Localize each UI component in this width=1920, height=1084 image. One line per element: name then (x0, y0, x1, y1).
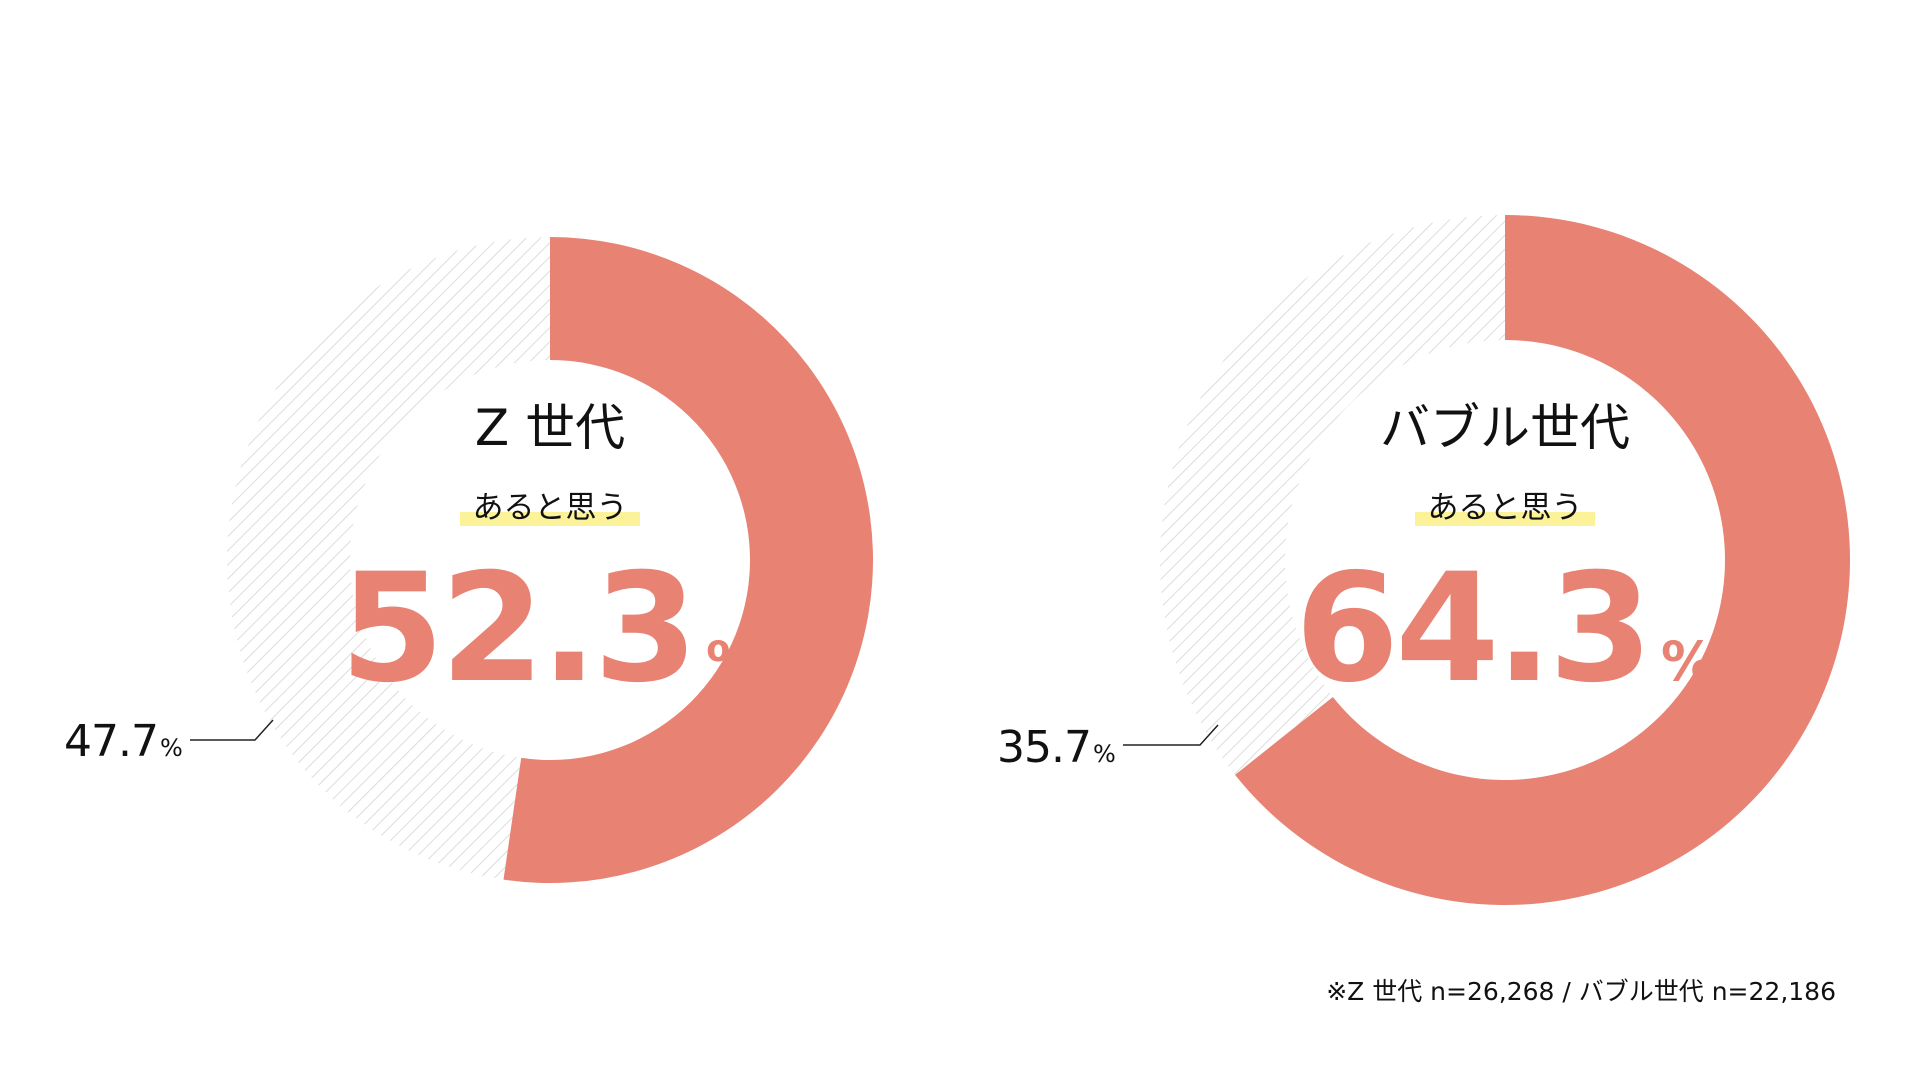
leader-line (190, 719, 274, 741)
remainder-value: 47.7 (64, 716, 158, 767)
donut-slice-remainder (1159, 215, 1505, 775)
donut-slice-main (503, 237, 874, 883)
remainder-unit: % (160, 734, 183, 762)
main-unit: % (706, 630, 760, 693)
center-label: あると思う (1428, 490, 1583, 526)
remainder-unit: % (1093, 740, 1116, 768)
donut-chart-z-generation: Z 世代 あると思う 52.3% 47.7% (64, 237, 874, 883)
main-percentage: 52.3% (340, 542, 760, 716)
main-unit: % (1661, 630, 1715, 693)
main-value: 52.3 (340, 542, 694, 716)
center-title: Z 世代 (475, 399, 625, 457)
main-value: 64.3 (1295, 542, 1649, 716)
center-title: バブル世代 (1380, 399, 1630, 457)
donut-chart-bubble-generation: バブル世代 あると思う 64.3% 35.7% (997, 215, 1851, 905)
sample-size-footnote: ※Z 世代 n=26,268 / バブル世代 n=22,186 (1326, 977, 1836, 1006)
label-highlight (1415, 512, 1595, 526)
main-percentage: 64.3% (1295, 542, 1715, 716)
center-label: あると思う (473, 490, 628, 526)
label-highlight (460, 512, 640, 526)
donut-slice-remainder (227, 237, 550, 880)
donut-slice-main (1235, 215, 1851, 905)
remainder-percentage: 47.7% (64, 716, 183, 767)
leader-line (1123, 724, 1219, 746)
remainder-value: 35.7 (997, 722, 1091, 773)
remainder-percentage: 35.7% (997, 722, 1116, 773)
